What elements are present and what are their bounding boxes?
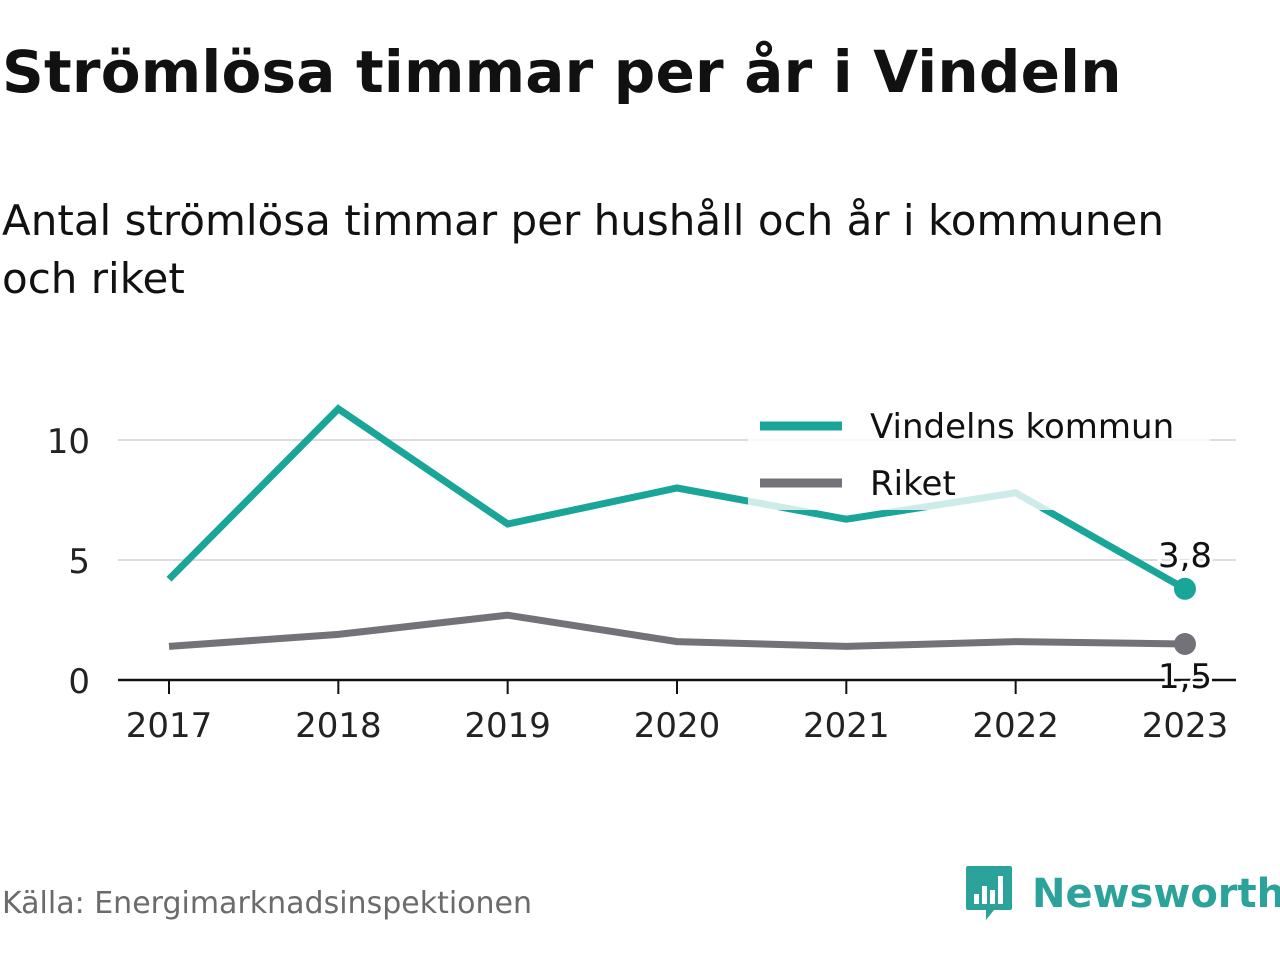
series-line-riket [168, 611, 1186, 650]
newsworthy-logo: Newsworthy [964, 864, 1280, 924]
chart-title: Strömlösa timmar per år i Vindeln [2, 38, 1122, 106]
y-tick-label: 5 [68, 542, 90, 582]
x-tick-label: 2019 [464, 706, 551, 746]
source-note: Källa: Energimarknadsinspektionen [2, 886, 533, 921]
x-tick-label: 2018 [295, 706, 382, 746]
bar-chart-logo-icon [966, 866, 1012, 920]
end-label-riket: 1,5 [1158, 657, 1212, 697]
y-tick-label: 0 [68, 662, 90, 702]
x-tick-label: 2021 [803, 706, 890, 746]
end-point-riket [1173, 633, 1196, 655]
brand-name: Newsworthy [1032, 871, 1280, 917]
x-tick-label: 2023 [1142, 706, 1229, 746]
chart-subtitle: Antal strömlösa timmar per hushåll och å… [2, 196, 1164, 303]
legend-background [748, 400, 1210, 510]
end-label-vindeln: 3,8 [1158, 536, 1212, 576]
y-tick-label: 10 [47, 422, 90, 462]
legend-label: Riket [870, 464, 956, 504]
x-tick-label: 2020 [634, 706, 721, 746]
x-tick-label: 2017 [126, 706, 213, 746]
x-tick-label: 2022 [972, 706, 1059, 746]
end-point-vindeln [1173, 577, 1196, 600]
legend-label: Vindelns kommun [870, 407, 1174, 447]
